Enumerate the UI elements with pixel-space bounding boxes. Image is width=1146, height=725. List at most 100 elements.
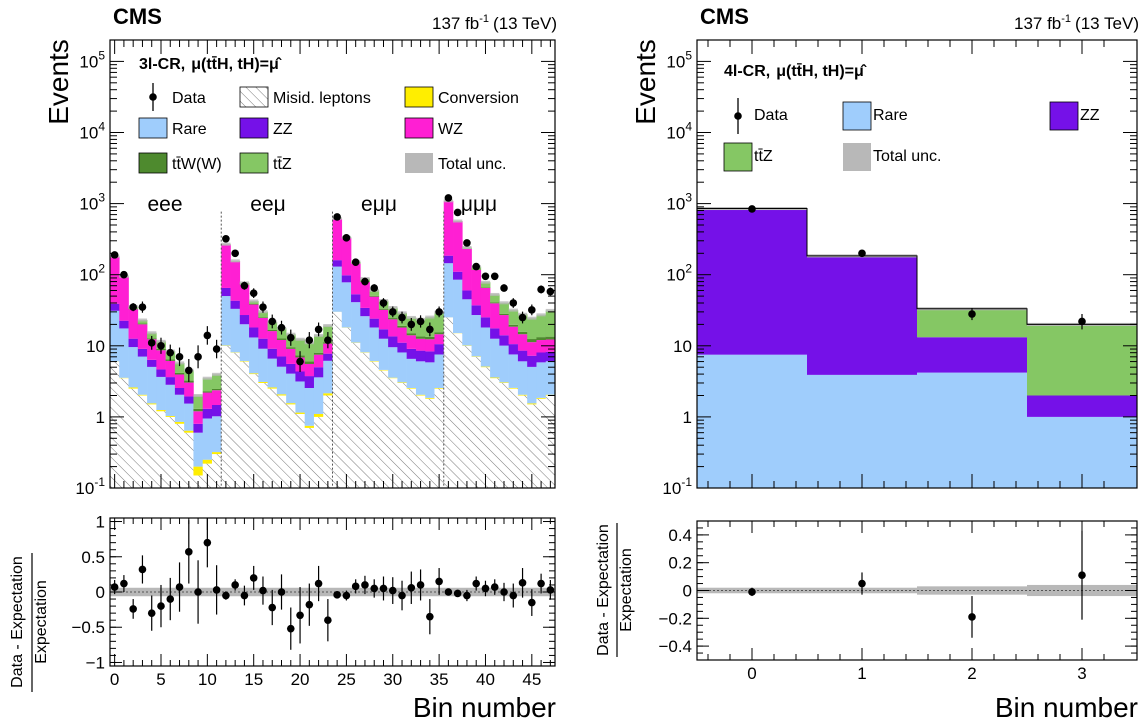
x-tick-label: 25: [337, 670, 356, 689]
bar-wz: [128, 309, 139, 339]
bar-ttWW: [545, 336, 556, 340]
data-point: [259, 303, 267, 311]
bar-wz: [110, 256, 120, 304]
bar-zz: [341, 275, 352, 283]
bar-misid: [527, 404, 537, 488]
data-point: [416, 317, 425, 326]
bar-ttZ: [490, 294, 500, 303]
ratio-point: [157, 602, 165, 610]
ratio-point: [212, 586, 221, 594]
bar-zz: [527, 355, 537, 367]
bar-wz: [517, 334, 528, 351]
ratio-point: [194, 588, 202, 596]
bar-rare: [165, 384, 176, 416]
legend-data-marker: [149, 93, 157, 101]
ratio-y-tick-label: −0.5: [71, 618, 105, 637]
bar-conversion: [499, 382, 509, 383]
bar-misid: [351, 342, 361, 488]
x-tick-label: 2: [967, 664, 976, 683]
bar-zz: [165, 377, 176, 385]
y-tick-label: 105: [79, 48, 105, 71]
bar-rare: [156, 376, 166, 411]
legend-swatch-rare: [138, 117, 168, 139]
legend-label: Total unc.: [438, 156, 506, 173]
bar-ttZ: [480, 282, 491, 288]
bar-rare: [286, 373, 296, 404]
bar-misid: [462, 345, 472, 488]
ratio-axis-label-denominator: Expectation: [618, 548, 635, 632]
bar-zz: [304, 376, 315, 388]
bar-zz: [267, 348, 278, 359]
legend-label: Total unc.: [873, 148, 941, 165]
legend-label: tt̄W(W): [172, 156, 222, 173]
bar-wz: [211, 390, 222, 406]
bar-ttWW: [490, 302, 500, 304]
bar-misid: [174, 423, 185, 488]
total-unc-band: [536, 313, 546, 317]
bar-zz: [388, 336, 398, 348]
bar-rare: [110, 310, 120, 362]
data-point: [249, 289, 258, 297]
bar-rare: [239, 324, 250, 362]
total-unc-band: [480, 280, 491, 284]
bar-misid: [119, 378, 129, 488]
total-unc-band: [527, 316, 537, 320]
bar-wz: [184, 382, 194, 397]
bar-wz: [137, 324, 148, 349]
data-point: [858, 249, 866, 258]
bar-rare: [453, 279, 463, 334]
data-point: [324, 336, 332, 344]
legend: Data Misid. leptons Conversion Rare ZZ WZ tt̄W…: [138, 83, 519, 174]
bar-conversion: [258, 381, 268, 383]
bar-ttZ: [202, 378, 213, 392]
y-tick-label: 104: [79, 120, 105, 143]
x-tick-label: 40: [476, 670, 495, 689]
ratio-point: [370, 584, 379, 593]
bar-misid: [508, 388, 519, 488]
bar-zz: [276, 356, 287, 367]
bar-conversion: [378, 369, 389, 371]
bar-zz: [378, 329, 389, 339]
bar-ttWW: [536, 337, 547, 341]
legend-data-marker: [734, 112, 742, 120]
ratio-point: [361, 581, 369, 589]
ratio-point: [509, 591, 518, 600]
bar-conversion: [211, 452, 222, 455]
bar-ttWW: [304, 361, 315, 364]
ratio-point: [463, 591, 471, 600]
bar-conversion: [508, 387, 519, 389]
bar-ttWW: [193, 408, 204, 412]
lumi-label: 137 fb-1 (13 TeV): [432, 13, 557, 33]
legend-swatch-ttZ: [723, 142, 753, 172]
data-point: [537, 285, 545, 294]
bar-rare: [397, 352, 407, 383]
data-point: [147, 339, 156, 347]
bar-misid: [147, 404, 157, 488]
data-point: [203, 331, 212, 340]
region-label: 4l-CR, μ(tt̄H, tH)=μ̂: [724, 62, 867, 80]
bar-wz: [323, 343, 333, 354]
bar-conversion: [536, 397, 547, 399]
ratio-point: [231, 581, 239, 589]
bar-ttZ: [508, 310, 519, 325]
ratio-point: [398, 591, 406, 600]
legend-label: Data: [754, 107, 788, 124]
bar-zz: [917, 337, 1028, 373]
bar-wz: [193, 411, 204, 424]
total-unc-band: [147, 331, 157, 335]
bar-rare: [388, 347, 398, 378]
total-unc-band: [110, 587, 555, 597]
data-point: [222, 234, 230, 243]
bar-ttZ: [1027, 324, 1138, 396]
bar-wz: [202, 392, 213, 409]
bar-rare: [119, 328, 129, 378]
y-axis-label: Events: [630, 39, 661, 125]
bar-ttWW: [434, 332, 445, 335]
bar-misid: [425, 398, 435, 488]
bar-rare: [230, 308, 241, 353]
bar-conversion: [249, 373, 259, 375]
total-unc-band: [249, 299, 259, 303]
ratio-point: [147, 609, 156, 617]
data-point: [490, 272, 499, 281]
